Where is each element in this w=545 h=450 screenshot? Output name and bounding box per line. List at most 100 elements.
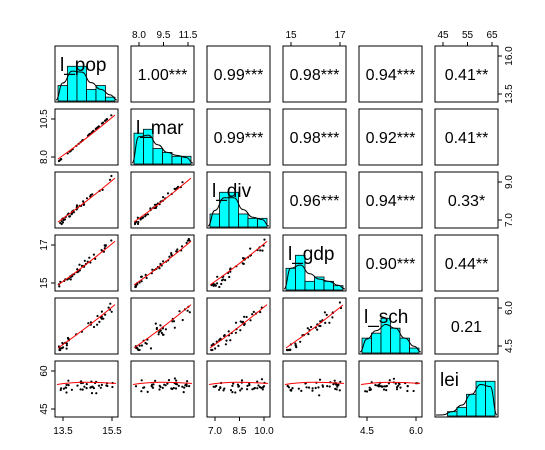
scatter-point <box>397 384 400 387</box>
panel-l_mar-l_div: 0.99*** <box>206 108 271 166</box>
scatter-point <box>321 384 324 387</box>
panel-frame <box>358 234 423 292</box>
scatter-point <box>149 347 153 350</box>
scatter-point <box>170 387 173 390</box>
panel-l_gdp-l_div <box>206 234 271 292</box>
scatter-point <box>241 320 245 323</box>
panel-lei-lei: lei <box>434 360 499 418</box>
scatter-point <box>246 384 249 387</box>
scatter-point <box>139 218 142 221</box>
scatter-point <box>176 185 180 188</box>
scatter-point <box>188 311 191 314</box>
scatter-point <box>146 213 149 216</box>
panel-l_gdp-l_mar <box>130 234 195 292</box>
scatter-point <box>82 203 85 206</box>
scatter-point <box>406 384 409 388</box>
scatter-point <box>335 388 338 391</box>
scatter-point <box>181 318 184 322</box>
scatter-point <box>368 386 371 389</box>
scatter-point <box>385 384 388 388</box>
scatter-point <box>162 196 165 199</box>
smooth-line <box>285 304 344 349</box>
scatter-point <box>364 390 367 393</box>
scatter-point <box>183 386 186 389</box>
scatter-point <box>234 391 237 394</box>
panel-frame <box>282 108 347 166</box>
panel-frame <box>54 108 119 166</box>
scatter-point <box>134 385 138 388</box>
panel-frame <box>358 297 423 355</box>
panel-l_sch-lei: 0.21 <box>434 297 499 355</box>
left-axis-5: 45 60 <box>39 365 55 415</box>
tick-label: 15 <box>39 277 50 289</box>
scatter-point <box>336 385 339 388</box>
scatter-point <box>176 248 179 251</box>
scatter-point <box>239 329 242 332</box>
scatter-point <box>136 222 140 225</box>
correlation-label: 0.92*** <box>366 130 416 147</box>
scatter-point <box>218 388 221 391</box>
scatter-point <box>328 321 331 324</box>
variable-label: lei <box>440 370 459 391</box>
panel-l_div-l_mar <box>130 171 195 229</box>
scatter-point <box>228 275 231 279</box>
scatter-point <box>104 245 107 248</box>
panel-l_div-l_div: l_div <box>206 171 271 229</box>
scatter-point <box>83 385 86 388</box>
panel-l_div-l_pop <box>54 171 119 229</box>
scatter-point <box>85 383 88 386</box>
smooth-line <box>133 304 192 349</box>
scatter-point <box>297 387 300 390</box>
scatter-point <box>110 174 113 178</box>
smooth-line <box>360 381 421 386</box>
tick-label: 4.5 <box>504 339 515 353</box>
smooth-line <box>132 381 193 386</box>
correlation-label: 0.21 <box>451 319 482 336</box>
scatter-point <box>294 344 297 348</box>
scatter-point <box>172 320 176 323</box>
scatter-point <box>161 333 164 336</box>
scatter-point <box>305 386 308 389</box>
scatter-point <box>65 342 68 345</box>
scatter-point <box>219 337 222 340</box>
scatter-point <box>262 385 266 388</box>
scatter-point <box>223 334 226 337</box>
scatter-point <box>161 386 164 389</box>
scatter-point <box>65 391 68 394</box>
scatter-point <box>174 382 178 385</box>
scatter-point <box>259 249 262 252</box>
scatter-point <box>134 285 138 288</box>
right-axis-2: 7.0 9.0 <box>498 175 515 227</box>
scatter-point <box>62 346 65 349</box>
panel-l_sch-l_sch: l_sch <box>358 297 423 355</box>
scatter-point <box>216 275 219 278</box>
scatter-point <box>331 316 334 319</box>
scatter-point <box>79 388 82 391</box>
histogram-bar <box>333 285 344 291</box>
scatter-point <box>234 331 237 334</box>
scatter-point <box>104 313 107 316</box>
scatter-point <box>67 384 70 387</box>
scatter-point <box>136 283 139 286</box>
scatter-point <box>311 387 314 390</box>
scatter-point <box>231 384 234 387</box>
histogram-bar <box>152 148 163 165</box>
scatter-point <box>137 220 140 224</box>
scatter-point <box>155 326 158 330</box>
correlation-label: 0.99*** <box>214 67 264 84</box>
scatter-point <box>220 282 223 286</box>
scatter-point <box>159 324 162 327</box>
scatter-point <box>164 384 167 387</box>
tick-label: 60 <box>39 365 50 377</box>
scatter-point <box>100 122 103 125</box>
scatter-point <box>307 333 310 336</box>
scatter-point <box>63 218 67 221</box>
tick-label: 10.5 <box>39 109 50 129</box>
scatter-point <box>229 389 233 392</box>
tick-label: 45 <box>437 30 449 41</box>
scatter-point <box>151 383 154 386</box>
histogram-bar <box>304 280 315 291</box>
panel-frame <box>282 171 347 229</box>
